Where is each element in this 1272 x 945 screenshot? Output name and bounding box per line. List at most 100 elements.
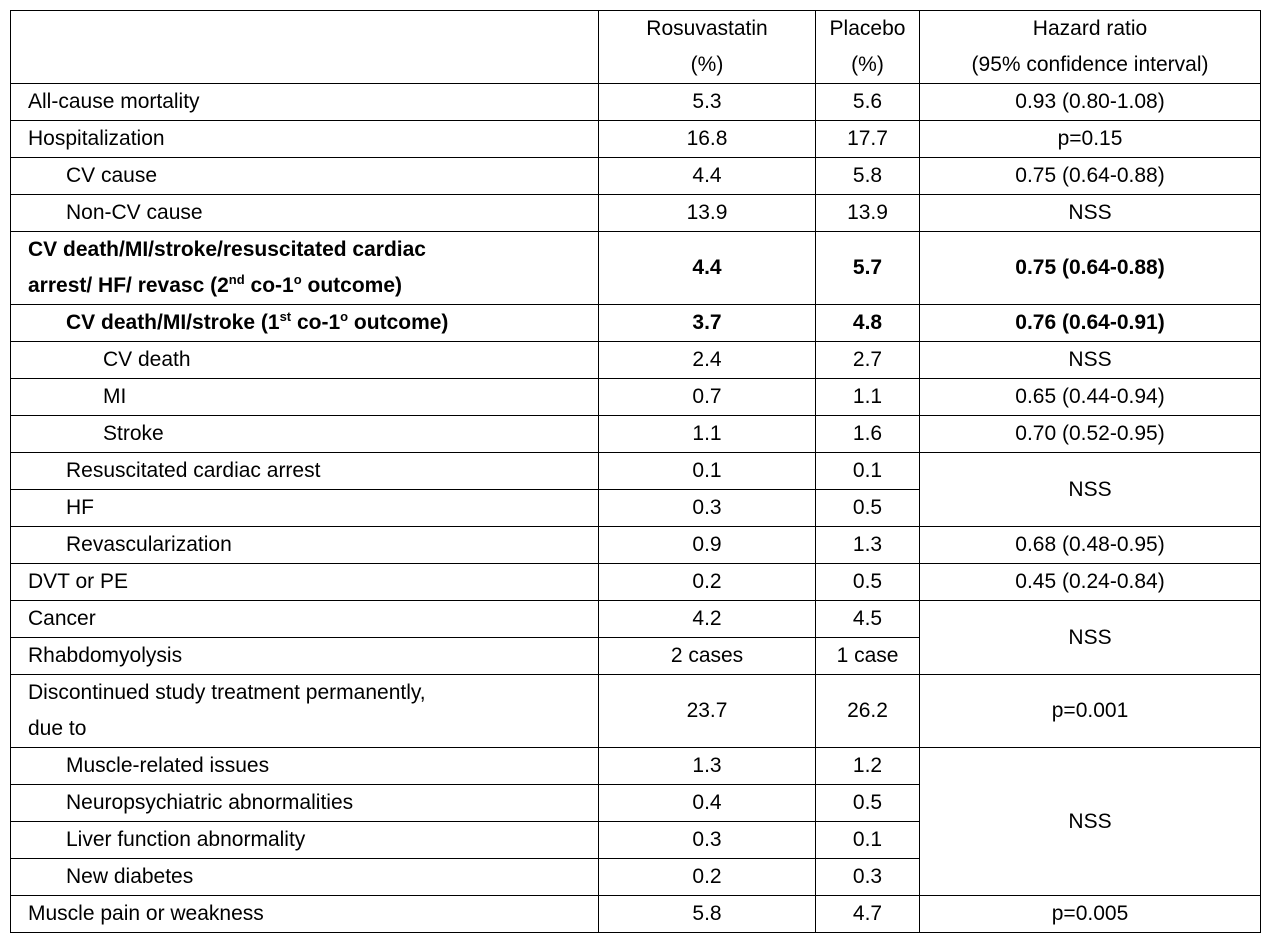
table-row: All-cause mortality 5.3 5.6 0.93 (0.80-1… [10, 83, 1261, 121]
table-row: Liver function abnormality 0.3 0.1 [10, 821, 1261, 859]
header-empty-cell [10, 10, 599, 84]
row-label: Revascularization [10, 526, 599, 564]
hazard-ratio-value: NSS [919, 600, 1261, 675]
row-label: CV death/MI/stroke/resuscitated cardiac a… [10, 231, 599, 305]
rosuvastatin-value: 0.7 [598, 378, 816, 416]
hazard-ratio-value: 0.93 (0.80-1.08) [919, 83, 1261, 121]
header-rosuvastatin: Rosuvastatin (%) [598, 10, 816, 84]
results-table: Rosuvastatin (%) Placebo (%) Hazard ratio(… [10, 10, 1261, 933]
row-label: Hospitalization [10, 120, 599, 158]
table-row: CV death/MI/stroke/resuscitated cardiac a… [10, 231, 1261, 305]
row-label: Stroke [10, 415, 599, 453]
table-row: Rhabdomyolysis 2 cases 1 case [10, 637, 1261, 675]
placebo-value: 5.8 [815, 157, 920, 195]
table-row: Non-CV cause 13.9 13.9 NSS [10, 194, 1261, 232]
rosuvastatin-value: 13.9 [598, 194, 816, 232]
row-label: Neuropsychiatric abnormalities [10, 784, 599, 822]
row-label: MI [10, 378, 599, 416]
rosuvastatin-value: 0.9 [598, 526, 816, 564]
table-row: Resuscitated cardiac arrest 0.1 0.1 NSS [10, 452, 1261, 527]
table-row: Neuropsychiatric abnormalities 0.4 0.5 [10, 784, 1261, 822]
rosuvastatin-value: 0.2 [598, 563, 816, 601]
row-label: HF [10, 489, 599, 527]
placebo-value: 1.1 [815, 378, 920, 416]
hazard-ratio-value: NSS [919, 452, 1261, 527]
hazard-ratio-value: 0.76 (0.64-0.91) [919, 304, 1261, 342]
table-row: CV cause 4.4 5.8 0.75 (0.64-0.88) [10, 157, 1261, 195]
table-row: HF 0.3 0.5 [10, 489, 1261, 527]
placebo-value: 4.7 [815, 895, 920, 933]
row-label: All-cause mortality [10, 83, 599, 121]
hazard-ratio-value: 0.70 (0.52-0.95) [919, 415, 1261, 453]
rosuvastatin-value: 23.7 [598, 674, 816, 748]
header-hazard-ratio: Hazard ratio (95% confidence interval) [919, 10, 1261, 84]
row-label: Liver function abnormality [10, 821, 599, 859]
hazard-ratio-value: 0.68 (0.48-0.95) [919, 526, 1261, 564]
placebo-value: 1.2 [815, 747, 920, 785]
placebo-value: 0.1 [815, 821, 920, 859]
hazard-ratio-value: p=0.001 [919, 674, 1261, 748]
placebo-value: 0.3 [815, 858, 920, 896]
placebo-value: 1 case [815, 637, 920, 675]
hazard-ratio-value: 0.65 (0.44-0.94) [919, 378, 1261, 416]
placebo-value: 4.5 [815, 600, 920, 638]
table-row: Discontinued study treatment permanently… [10, 674, 1261, 748]
row-label: CV cause [10, 157, 599, 195]
placebo-value: 13.9 [815, 194, 920, 232]
table-row: Muscle pain or weakness 5.8 4.7 p=0.005 [10, 895, 1261, 933]
row-label: Non-CV cause [10, 194, 599, 232]
placebo-value: 1.3 [815, 526, 920, 564]
rosuvastatin-value: 5.8 [598, 895, 816, 933]
hazard-ratio-value: p=0.15 [919, 120, 1261, 158]
rosuvastatin-value: 4.4 [598, 231, 816, 305]
table-row: MI 0.7 1.1 0.65 (0.44-0.94) [10, 378, 1261, 416]
placebo-value: 2.7 [815, 341, 920, 379]
rosuvastatin-value: 1.3 [598, 747, 816, 785]
rosuvastatin-value: 4.4 [598, 157, 816, 195]
placebo-value: 0.1 [815, 452, 920, 490]
table-row: Stroke 1.1 1.6 0.70 (0.52-0.95) [10, 415, 1261, 453]
rosuvastatin-value: 5.3 [598, 83, 816, 121]
rosuvastatin-value: 1.1 [598, 415, 816, 453]
hazard-ratio-value: NSS [919, 747, 1261, 896]
row-label: Muscle pain or weakness [10, 895, 599, 933]
table-row: Cancer 4.2 4.5 NSS [10, 600, 1261, 675]
rosuvastatin-value: 0.3 [598, 821, 816, 859]
placebo-value: 0.5 [815, 489, 920, 527]
table-row: Muscle-related issues 1.3 1.2 NSS [10, 747, 1261, 896]
row-label: New diabetes [10, 858, 599, 896]
row-label: CV death [10, 341, 599, 379]
table-row: Revascularization 0.9 1.3 0.68 (0.48-0.9… [10, 526, 1261, 564]
hazard-ratio-value: 0.75 (0.64-0.88) [919, 157, 1261, 195]
rosuvastatin-value: 3.7 [598, 304, 816, 342]
placebo-value: 5.7 [815, 231, 920, 305]
placebo-value: 0.5 [815, 563, 920, 601]
row-label: CV death/MI/stroke (1st co-1o outcome) [10, 304, 599, 342]
hazard-ratio-value: 0.75 (0.64-0.88) [919, 231, 1261, 305]
rosuvastatin-value: 0.3 [598, 489, 816, 527]
table-row: Hospitalization 16.8 17.7 p=0.15 [10, 120, 1261, 158]
row-label: Rhabdomyolysis [10, 637, 599, 675]
row-label: Cancer [10, 600, 599, 638]
placebo-value: 4.8 [815, 304, 920, 342]
placebo-value: 1.6 [815, 415, 920, 453]
row-label: Resuscitated cardiac arrest [10, 452, 599, 490]
rosuvastatin-value: 16.8 [598, 120, 816, 158]
rosuvastatin-value: 0.2 [598, 858, 816, 896]
table-row: New diabetes 0.2 0.3 [10, 858, 1261, 896]
placebo-value: 17.7 [815, 120, 920, 158]
hazard-ratio-value: NSS [919, 194, 1261, 232]
hazard-ratio-value: p=0.005 [919, 895, 1261, 933]
rosuvastatin-value: 0.1 [598, 452, 816, 490]
table-row: CV death/MI/stroke (1st co-1o outcome) 3… [10, 304, 1261, 342]
placebo-value: 26.2 [815, 674, 920, 748]
table-row: CV death 2.4 2.7 NSS [10, 341, 1261, 379]
rosuvastatin-value: 2 cases [598, 637, 816, 675]
placebo-value: 5.6 [815, 83, 920, 121]
hazard-ratio-value: 0.45 (0.24-0.84) [919, 563, 1261, 601]
row-label: Muscle-related issues [10, 747, 599, 785]
row-label: DVT or PE [10, 563, 599, 601]
row-label: Discontinued study treatment permanently… [10, 674, 599, 748]
rosuvastatin-value: 0.4 [598, 784, 816, 822]
rosuvastatin-value: 2.4 [598, 341, 816, 379]
